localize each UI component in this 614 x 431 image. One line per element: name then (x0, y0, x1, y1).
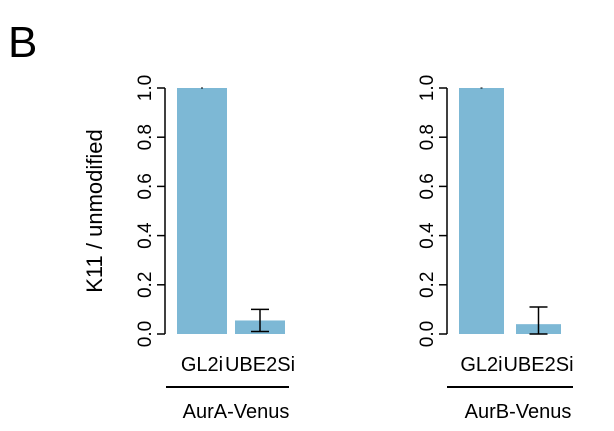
panel-label: B (8, 18, 37, 67)
y-tick-label: 0.0 (417, 321, 438, 347)
y-tick-label: 0.4 (417, 222, 438, 249)
group-label: AurA-Venus (183, 401, 290, 423)
group-label: AurB-Venus (465, 401, 572, 423)
category-label: UBE2Si (225, 354, 295, 376)
y-tick-label: 0.8 (135, 124, 156, 150)
category-label: GL2i (460, 354, 502, 376)
y-tick-label: 1.0 (135, 75, 156, 101)
y-tick-label: 1.0 (417, 75, 438, 101)
category-label: UBE2Si (503, 354, 573, 376)
y-tick-label: 0.8 (417, 124, 438, 150)
y-axis-title: K11 / unmodified (82, 129, 107, 292)
y-tick-label: 0.6 (417, 173, 438, 199)
bar-gl2i (459, 88, 504, 334)
y-tick-label: 0.2 (135, 272, 156, 298)
category-label: GL2i (181, 354, 223, 376)
y-tick-label: 0.0 (135, 321, 156, 347)
bar-gl2i (177, 88, 227, 334)
y-tick-label: 0.6 (135, 173, 156, 199)
y-tick-label: 0.4 (135, 222, 156, 249)
y-tick-label: 0.2 (417, 272, 438, 298)
